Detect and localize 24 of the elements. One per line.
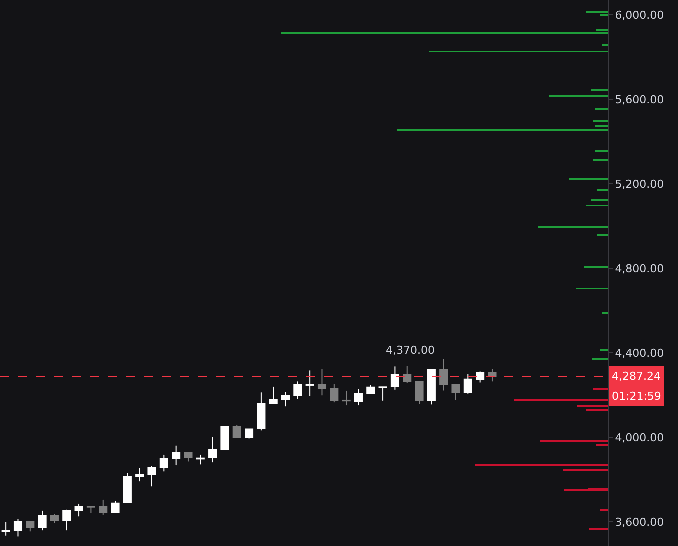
y-tick-label: 6,000.00 — [615, 8, 664, 22]
candlestick — [2, 522, 10, 536]
candlestick — [452, 384, 460, 401]
y-tick-label: 5,200.00 — [615, 178, 664, 191]
annotation: 4,370.00 — [386, 344, 435, 357]
candlestick — [136, 468, 144, 482]
candlestick — [318, 368, 327, 396]
candlestick — [415, 381, 424, 405]
candlestick — [378, 386, 388, 402]
candlestick — [99, 499, 108, 516]
text: 01:21:59 — [612, 390, 662, 403]
y-tick-label: 5,600.00 — [615, 93, 664, 106]
candlestick — [245, 428, 254, 440]
y-tick-label: 4,000.00 — [615, 431, 664, 444]
candlestick — [306, 370, 314, 397]
candlestick — [86, 506, 96, 514]
ref-line-label: 4,287.24 — [612, 370, 661, 383]
y-tick-label: 4,800.00 — [615, 262, 664, 276]
candlestick — [148, 465, 156, 488]
y-tick-label: 4,400.00 — [615, 346, 664, 360]
y-tick-label: 3,600.00 — [615, 516, 664, 529]
candlestick — [330, 384, 339, 404]
candlestick — [184, 452, 193, 462]
candlestick — [50, 514, 59, 524]
